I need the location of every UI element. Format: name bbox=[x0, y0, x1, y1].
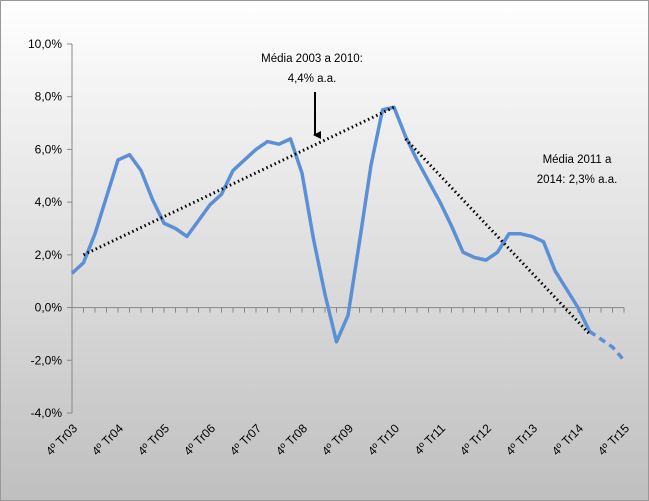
data-line bbox=[70, 105, 592, 344]
y-tick-label: 10,0% bbox=[28, 37, 62, 51]
y-tick-label: 2,0% bbox=[35, 248, 63, 262]
y-tick-label: 4,0% bbox=[35, 195, 63, 209]
data-line bbox=[588, 329, 626, 362]
y-tick-label: 8,0% bbox=[35, 90, 63, 104]
annotation: 2014: 2,3% a.a. bbox=[537, 174, 618, 186]
y-tick-label: 6,0% bbox=[35, 142, 63, 156]
trend-line bbox=[82, 105, 395, 257]
y-tick-label: -2,0% bbox=[31, 353, 63, 367]
y-tick-label: -4,0% bbox=[31, 406, 63, 420]
annotation: 4,4% a.a. bbox=[288, 73, 337, 85]
annotation: Média 2003 a 2010: bbox=[261, 53, 363, 65]
y-tick-label: 0,0% bbox=[35, 301, 63, 315]
annotation: Média 2011 a bbox=[543, 154, 612, 166]
